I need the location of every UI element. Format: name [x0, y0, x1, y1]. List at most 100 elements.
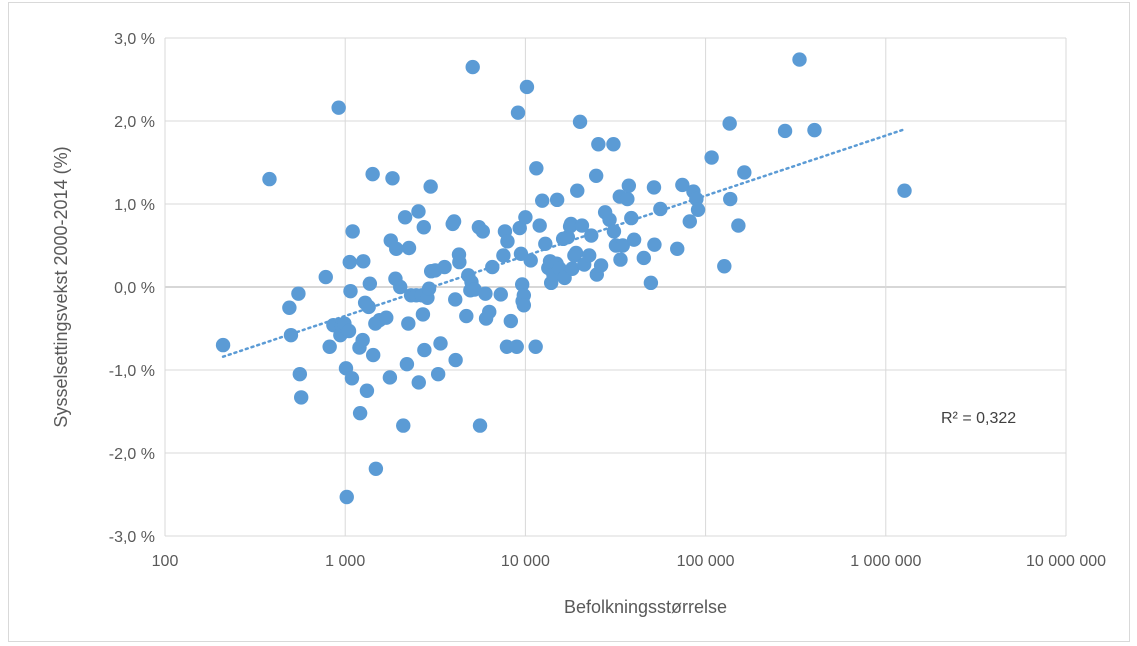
- data-point: [621, 178, 637, 193]
- data-point: [516, 298, 532, 313]
- y-tick-label: 0,0 %: [114, 280, 155, 297]
- data-point: [385, 171, 400, 186]
- x-tick-label: 1 000 000: [850, 553, 921, 570]
- data-point: [411, 375, 426, 390]
- data-point: [591, 137, 606, 152]
- data-point: [485, 259, 500, 275]
- data-point: [493, 287, 508, 302]
- data-point: [359, 383, 375, 398]
- data-point: [509, 339, 524, 354]
- data-point: [344, 371, 360, 386]
- data-point: [433, 336, 448, 351]
- data-point: [282, 300, 297, 315]
- x-axis-title: Befolkningsstørrelse: [564, 597, 727, 617]
- data-point: [588, 168, 604, 183]
- data-point: [478, 286, 493, 301]
- data-point: [737, 165, 752, 180]
- data-point: [448, 292, 463, 307]
- data-point: [563, 216, 579, 232]
- data-point: [532, 218, 547, 233]
- data-point: [516, 288, 532, 303]
- y-axis-title: Sysselsettingsvekst 2000-2014 (%): [51, 146, 71, 427]
- data-point: [722, 116, 737, 131]
- data-point: [215, 337, 231, 353]
- data-point: [415, 307, 431, 322]
- data-point: [582, 248, 597, 263]
- data-point: [365, 166, 380, 182]
- data-point: [593, 258, 609, 273]
- data-point: [653, 201, 668, 217]
- data-point: [389, 241, 404, 257]
- scatter-chart: 3,0 % 2,0 % 1,0 % 0,0 % -1,0 % -2,0 % -3,0 % 10…: [51, 31, 1106, 617]
- data-point: [361, 299, 376, 315]
- data-point: [675, 177, 690, 193]
- data-point: [411, 204, 426, 219]
- data-point: [646, 180, 662, 195]
- data-point: [560, 230, 576, 245]
- data-point: [613, 252, 628, 267]
- data-point: [393, 279, 408, 295]
- data-point: [423, 179, 438, 194]
- data-point: [572, 114, 588, 130]
- data-point: [343, 283, 358, 299]
- data-point: [570, 183, 585, 198]
- data-point: [723, 191, 738, 207]
- data-point: [682, 214, 697, 229]
- data-point: [399, 356, 415, 372]
- gridlines: [164, 37, 1067, 537]
- data-point: [574, 218, 590, 233]
- data-point: [500, 234, 515, 249]
- y-tick-label: 3,0 %: [114, 31, 155, 48]
- data-point: [446, 214, 462, 229]
- data-point: [535, 193, 550, 208]
- data-point: [606, 137, 621, 152]
- data-point: [262, 171, 277, 187]
- data-point: [448, 352, 463, 368]
- chart-frame: 3,0 % 2,0 % 1,0 % 0,0 % -1,0 % -2,0 % -3,0 % 10…: [8, 2, 1130, 642]
- y-tick-label: 1,0 %: [114, 197, 155, 214]
- data-point: [503, 313, 519, 329]
- data-point: [475, 224, 490, 239]
- data-point: [538, 236, 553, 252]
- data-point: [510, 105, 526, 120]
- data-point: [897, 183, 912, 198]
- data-point: [459, 308, 474, 324]
- y-tick-label: -1,0 %: [109, 363, 155, 380]
- data-point: [465, 59, 480, 75]
- data-point: [615, 238, 630, 253]
- data-point: [430, 366, 446, 382]
- data-point: [690, 202, 706, 218]
- x-tick-label: 10 000 000: [1026, 553, 1106, 570]
- data-point: [322, 339, 337, 354]
- data-point: [472, 418, 488, 433]
- data-point: [437, 259, 452, 275]
- data-point: [704, 150, 719, 165]
- data-point: [565, 261, 580, 276]
- r-squared-label: R² = 0,322: [941, 410, 1016, 427]
- x-tick-label: 100: [152, 553, 179, 570]
- data-point: [339, 489, 354, 505]
- y-tick-label: -2,0 %: [109, 446, 155, 463]
- data-point: [283, 327, 299, 343]
- data-point: [401, 240, 417, 256]
- data-point: [731, 218, 746, 233]
- data-point: [515, 277, 530, 292]
- data-point: [807, 122, 822, 138]
- data-point: [379, 310, 394, 325]
- data-point: [341, 323, 357, 339]
- data-point: [355, 332, 370, 348]
- data-point: [362, 276, 378, 291]
- data-point: [624, 210, 639, 226]
- data-point: [523, 253, 538, 268]
- data-point: [496, 248, 511, 263]
- data-point: [647, 237, 662, 252]
- data-point: [368, 461, 384, 476]
- data-point: [292, 366, 308, 382]
- data-point: [620, 191, 635, 207]
- data-point: [421, 281, 437, 296]
- data-point: [689, 191, 704, 207]
- y-tick-label: -3,0 %: [109, 529, 155, 546]
- data-point: [467, 282, 482, 297]
- data-point: [519, 79, 535, 95]
- data-point: [396, 418, 411, 433]
